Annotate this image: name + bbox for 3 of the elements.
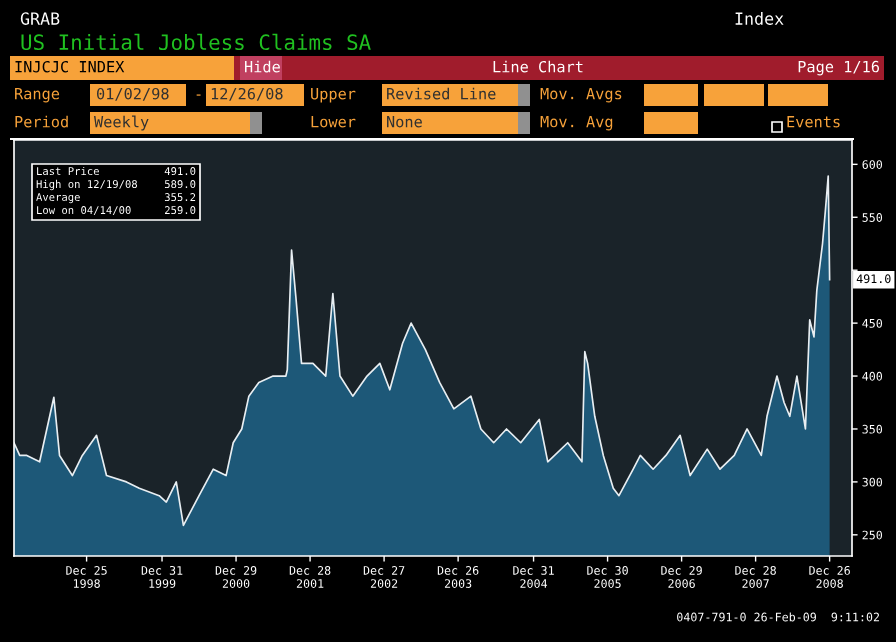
chart-title: US Initial Jobless Claims SA [21,33,371,51]
text: Index [735,11,784,25]
text: GRAB [20,12,60,25]
